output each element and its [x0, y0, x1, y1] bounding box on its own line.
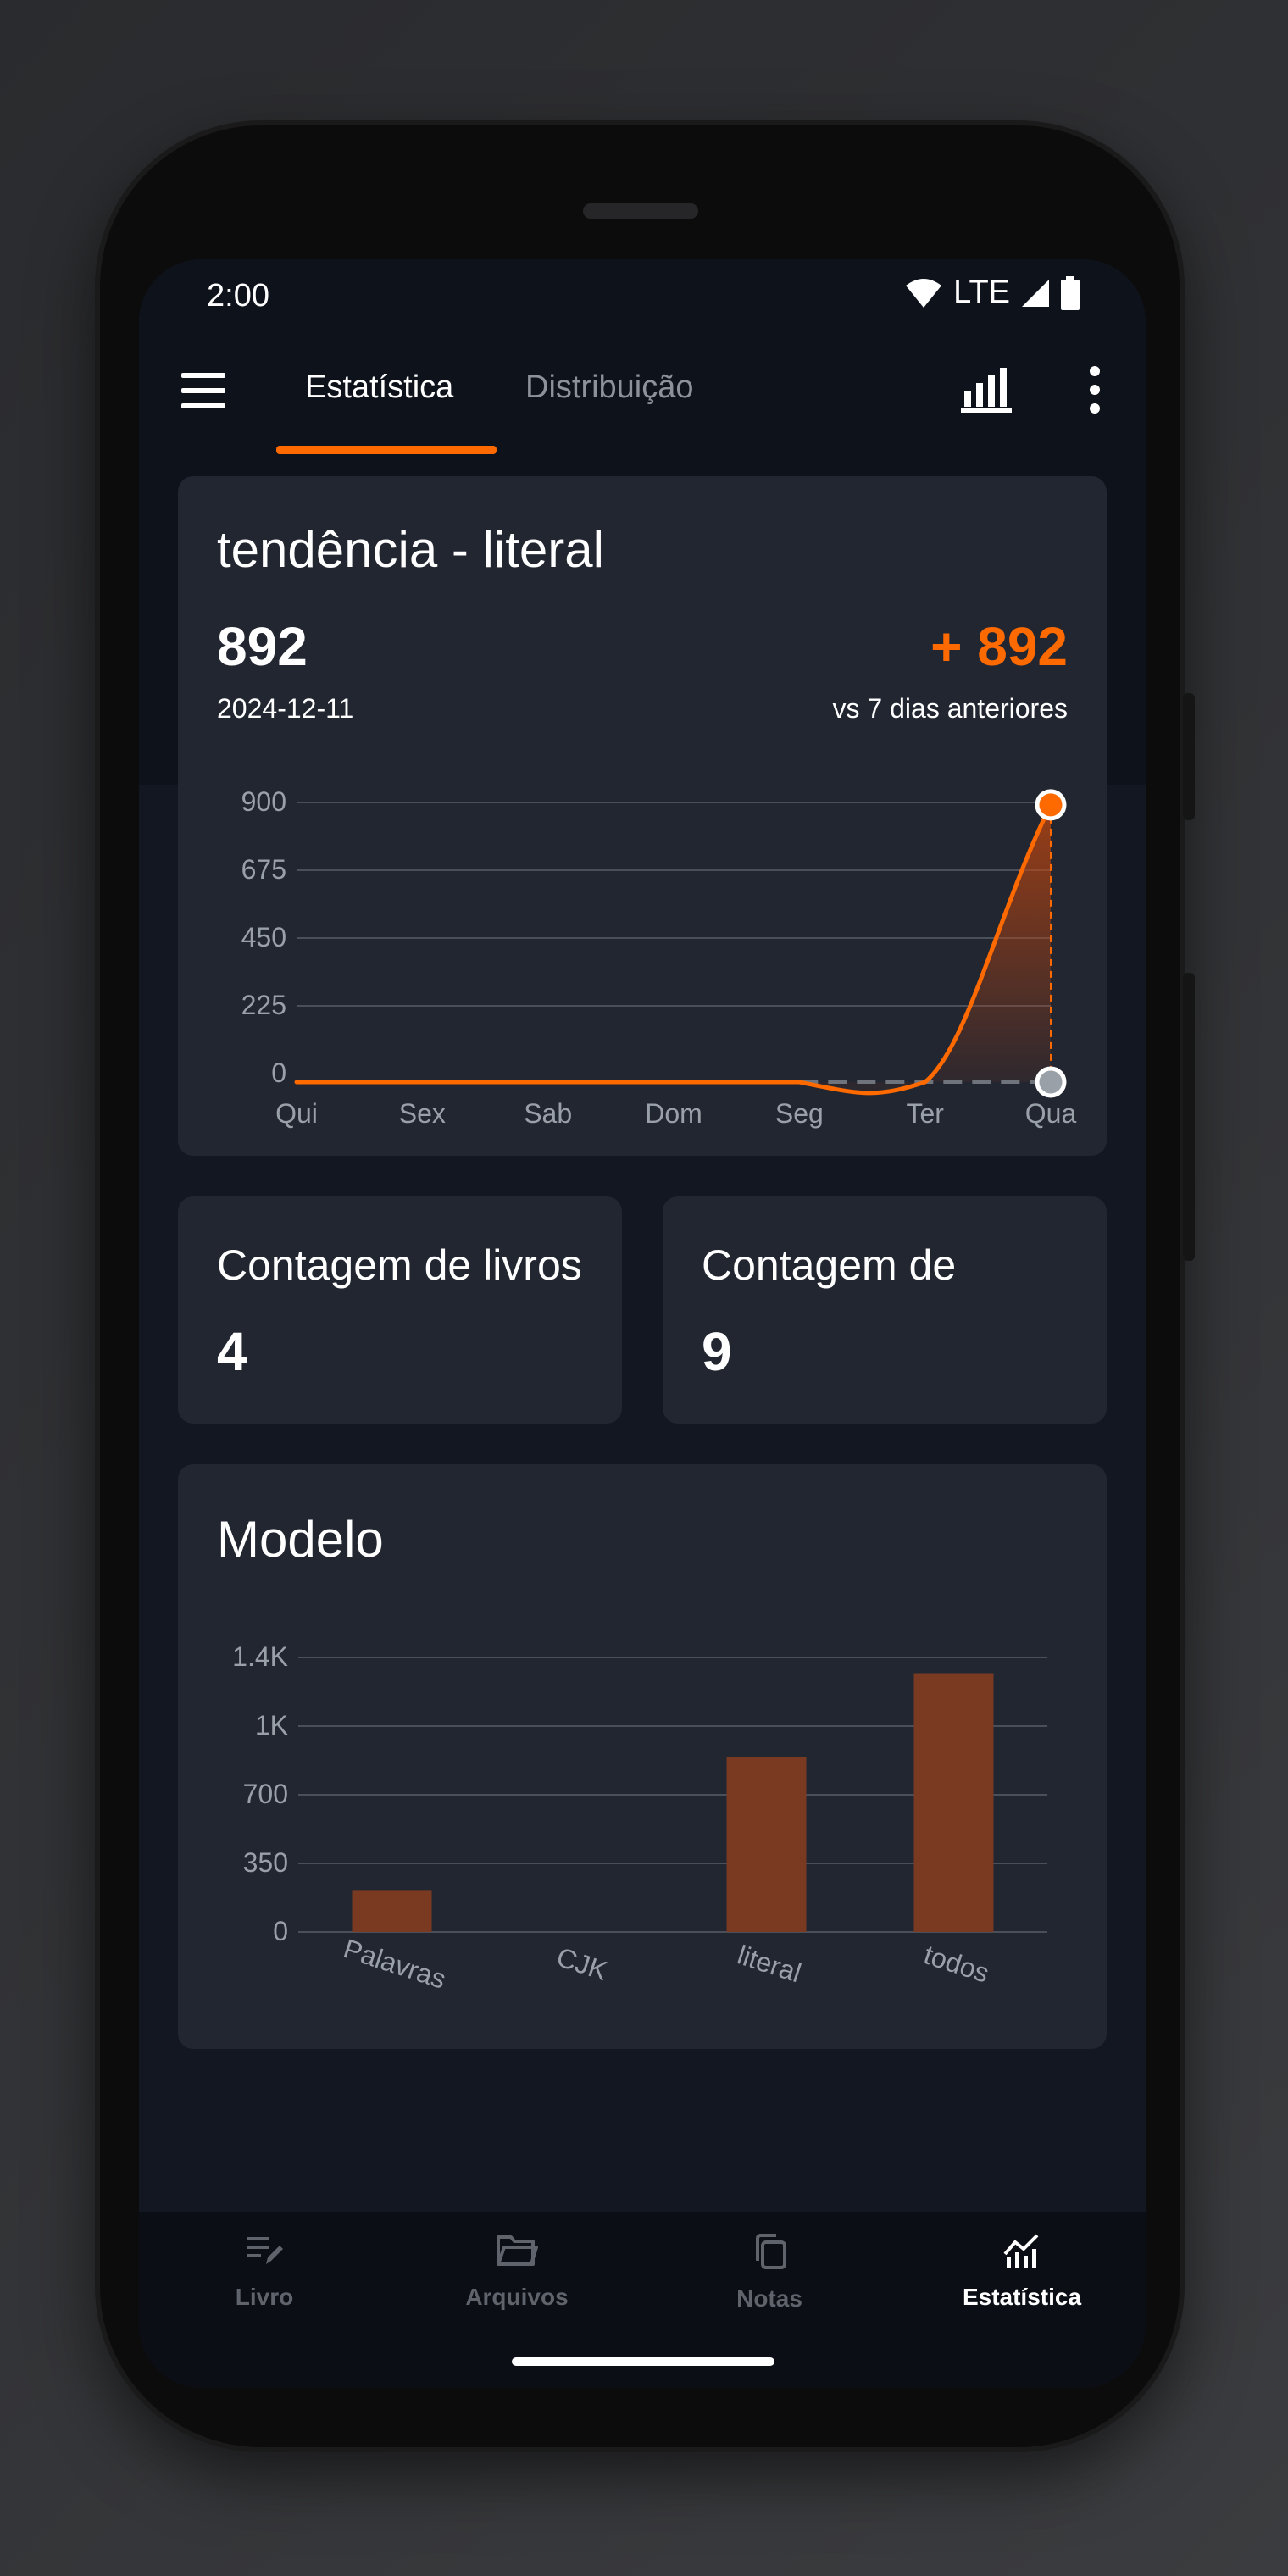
edit-note-icon: [247, 2237, 283, 2264]
book-count-label: Contagem de livros: [217, 1241, 582, 1289]
nav-livro-label: Livro: [235, 2284, 294, 2310]
trend-delta: + 892: [930, 616, 1068, 677]
copy-icon: [756, 2234, 786, 2269]
y-tick-label: 675: [242, 854, 286, 885]
bar: [913, 1673, 994, 1932]
x-tick-label: literal: [734, 1940, 805, 1989]
x-tick-label: CJK: [553, 1941, 612, 1986]
network-type: LTE: [953, 275, 1010, 310]
active-tab-indicator: [276, 446, 497, 454]
model-bar-chart: 0 350 700 1K 1.4K Palavras CJK literal todos: [232, 1641, 1047, 1995]
y-tick-label: 900: [242, 786, 286, 817]
nav-arquivos-label: Arquivos: [465, 2284, 569, 2310]
status-bar: 2:00 LTE: [139, 259, 1146, 327]
second-count-label: Contagem de: [702, 1241, 957, 1289]
trend-card: tendência - literal 892 2024-12-11 + 892…: [178, 476, 1107, 1156]
series-line: [294, 802, 1053, 1096]
second-count-card[interactable]: Contagem de 9: [663, 1196, 1107, 1424]
wifi-icon: [906, 278, 942, 308]
tab-distribuicao[interactable]: Distribuição: [525, 369, 694, 405]
data-point-highlight: [1035, 789, 1067, 821]
y-tick-label: 0: [271, 1058, 286, 1088]
trend-delta-caption: vs 7 dias anteriores: [832, 693, 1068, 724]
y-tick-label: 0: [273, 1916, 288, 1946]
battery-icon: [1061, 275, 1080, 310]
folder-icon: [497, 2235, 538, 2266]
x-tick-label: Palavras: [340, 1933, 450, 1995]
y-tick-label: 1K: [255, 1710, 288, 1740]
volume-button: [1183, 973, 1195, 1261]
more-vert-icon[interactable]: [1086, 366, 1103, 417]
app-bar: Estatística Distribuição: [139, 344, 1146, 463]
trend-value: 892: [217, 616, 308, 677]
nav-estatistica[interactable]: Estatística: [937, 2232, 1107, 2311]
bar-chart-icon[interactable]: [961, 366, 1015, 414]
y-tick-label: 350: [243, 1847, 288, 1878]
nav-estatistica-label: Estatística: [962, 2284, 1082, 2310]
status-time: 2:00: [207, 278, 269, 314]
model-card: Modelo 0 350 700 1K 1.4K Palavras CJK literal to…: [178, 1464, 1107, 2049]
x-tick-label: Qui: [275, 1098, 318, 1129]
x-tick-label: Dom: [645, 1098, 702, 1129]
speaker-grille: [583, 203, 698, 219]
signal-icon: [1022, 279, 1049, 307]
y-tick-label: 450: [242, 922, 286, 952]
bar: [726, 1757, 807, 1932]
x-tick-label: Seg: [775, 1098, 824, 1129]
trending-chart-icon: [1003, 2234, 1039, 2268]
y-tick-label: 225: [242, 990, 286, 1020]
x-tick-label: Ter: [906, 1098, 944, 1129]
trend-line-chart: 0 225 450 675 900 Qui Sex Sab Dom Seg Ter Qua: [242, 786, 1077, 1129]
baseline-point: [1035, 1066, 1067, 1098]
screen: 2:00 LTE Estatística Distribuição: [139, 259, 1146, 2388]
book-count-value: 4: [217, 1321, 247, 1382]
menu-icon[interactable]: [181, 373, 229, 410]
home-indicator[interactable]: [512, 2357, 774, 2366]
nav-notas[interactable]: Notas: [685, 2232, 854, 2312]
x-tick-label: Qua: [1025, 1098, 1077, 1129]
x-tick-label: Sex: [399, 1098, 446, 1129]
y-tick-label: 1.4K: [232, 1641, 288, 1672]
trend-card-title: tendência - literal: [217, 521, 604, 578]
tab-estatistica[interactable]: Estatística: [305, 369, 454, 405]
nav-notas-label: Notas: [736, 2285, 802, 2312]
second-count-value: 9: [702, 1321, 732, 1382]
model-card-title: Modelo: [217, 1511, 384, 1568]
trend-date: 2024-12-11: [217, 693, 354, 724]
area-fill: [297, 804, 1051, 1093]
x-tick-label: Sab: [524, 1098, 572, 1129]
nav-arquivos[interactable]: Arquivos: [432, 2232, 602, 2311]
book-count-card[interactable]: Contagem de livros 4: [178, 1196, 622, 1424]
bar: [352, 1890, 432, 1932]
status-icons: LTE: [904, 275, 1080, 311]
nav-livro[interactable]: Livro: [180, 2232, 349, 2311]
power-button: [1183, 693, 1195, 820]
x-tick-label: todos: [920, 1939, 993, 1988]
y-tick-label: 700: [243, 1779, 288, 1809]
